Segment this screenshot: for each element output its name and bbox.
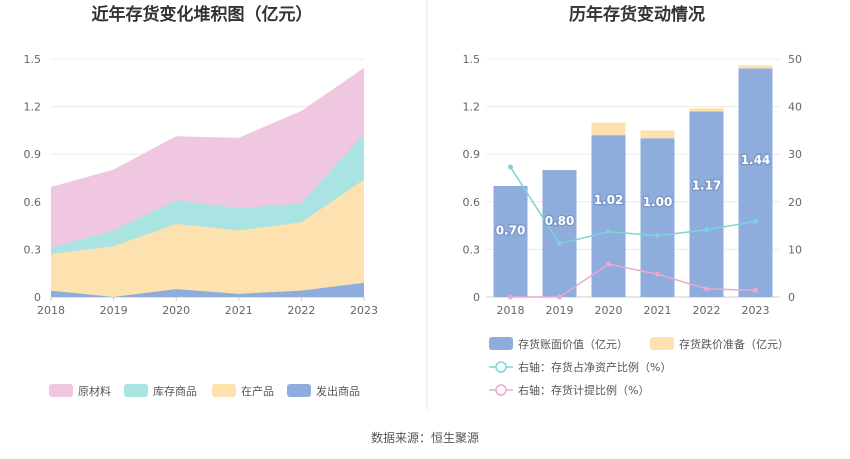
- right-x-tick-label: 2019: [546, 304, 574, 317]
- left-y-tick-label: 0.3: [24, 243, 42, 256]
- left-y-tick-label: 1.5: [24, 53, 42, 66]
- line-point: [753, 287, 758, 293]
- left-chart-title: 近年存货变化堆积图（亿元）: [92, 4, 313, 25]
- left-legend-swatch: [124, 384, 148, 397]
- left-y-tick-label: 1.2: [24, 101, 42, 114]
- left-x-tick-label: 2019: [100, 304, 128, 317]
- right-y-tick-label: 0.6: [463, 196, 481, 209]
- left-stacked-area-chart: 0 0.3 0.6 0.9 1.2 1.5 2018 2019 2020 2021 2022 2023…: [24, 53, 379, 398]
- bar-book-value: [493, 185, 528, 297]
- bar-impairment-reserve: [689, 108, 724, 112]
- bar-book-value: [591, 135, 626, 297]
- bar-book-value: [542, 170, 577, 297]
- line-point: [606, 261, 611, 267]
- area-series-在产品: [51, 179, 364, 297]
- line-point: [655, 271, 660, 277]
- line-point: [704, 227, 709, 233]
- bar-impairment-reserve: [738, 65, 773, 69]
- line-point: [508, 164, 513, 170]
- left-x-tick-label: 2021: [225, 304, 253, 317]
- left-legend-label: 原材料: [78, 384, 111, 398]
- line-series-右轴：存货占净资产比例（%）: [509, 166, 756, 245]
- line-point: [557, 241, 562, 247]
- left-y-tick-label: 0.6: [24, 196, 42, 209]
- left-x-tick-label: 2023: [350, 304, 378, 317]
- left-legend-label: 发出商品: [316, 384, 360, 398]
- left-legend-swatch: [287, 384, 311, 397]
- right-legend-label: 右轴：存货计提比例（%）: [518, 383, 649, 397]
- right-legend-swatch: [489, 337, 513, 350]
- right-legend-label: 存货跌价准备（亿元）: [679, 337, 789, 351]
- bar-impairment-reserve: [640, 130, 675, 139]
- left-legend-label: 在产品: [241, 384, 274, 398]
- line-series-右轴：存货计提比例（%）: [510, 263, 756, 298]
- right-x-tick-label: 2023: [742, 304, 770, 317]
- line-point: [655, 233, 660, 239]
- bar-data-label: 1.02: [594, 193, 624, 207]
- right-legend-marker: [495, 361, 507, 373]
- left-x-tick-label: 2020: [162, 304, 190, 317]
- right-y2-tick-label: 30: [788, 148, 802, 161]
- right-y-tick-label: 1.2: [463, 101, 481, 114]
- area-series-edge: [50, 68, 365, 189]
- right-x-tick-label: 2020: [595, 304, 623, 317]
- right-legend-swatch: [650, 337, 674, 350]
- right-y2-tick-label: 50: [788, 53, 802, 66]
- line-point: [557, 294, 562, 300]
- line-point: [606, 229, 611, 235]
- right-x-tick-label: 2021: [644, 304, 672, 317]
- right-x-tick-label: 2018: [497, 304, 525, 317]
- right-x-tick-label: 2022: [693, 304, 721, 317]
- left-x-tick-label: 2018: [37, 304, 65, 317]
- bar-book-value: [640, 138, 675, 297]
- area-series-原材料: [51, 68, 364, 248]
- left-legend-swatch: [212, 384, 236, 397]
- left-y-tick-label: 0: [34, 291, 41, 304]
- line-point: [753, 218, 758, 224]
- right-bar-line-chart: 0 0 0.3 10 0.6 20 0.9 30 1.2 40 1.5 50 0.70 0.80 1.02 1…: [463, 53, 803, 397]
- right-y-tick-label: 0: [473, 291, 480, 304]
- right-legend-label: 右轴：存货占净资产比例（%）: [518, 360, 671, 374]
- right-legend-marker: [495, 384, 507, 396]
- right-y2-tick-label: 0: [788, 291, 795, 304]
- right-y-tick-label: 1.5: [463, 53, 481, 66]
- bar-data-label: 1.00: [643, 195, 673, 209]
- bar-book-value: [738, 68, 773, 298]
- right-chart-title: 历年存货变动情况: [569, 4, 705, 25]
- bar-data-label: 0.80: [545, 214, 575, 228]
- area-series-库存商品: [51, 133, 364, 255]
- right-y2-tick-label: 10: [788, 243, 802, 256]
- line-point: [508, 294, 513, 300]
- right-y-tick-label: 0.3: [463, 243, 481, 256]
- data-source-label: 数据来源：恒生聚源: [370, 431, 479, 445]
- right-y2-tick-label: 20: [788, 196, 802, 209]
- left-legend-swatch: [49, 384, 73, 397]
- right-legend-label: 存货账面价值（亿元）: [518, 337, 628, 351]
- right-y2-tick-label: 40: [788, 101, 802, 114]
- right-y-tick-label: 0.9: [463, 148, 481, 161]
- bar-data-label: 0.70: [496, 223, 526, 237]
- area-series-发出商品: [51, 282, 364, 297]
- bar-impairment-reserve: [591, 122, 626, 136]
- left-x-tick-label: 2022: [287, 304, 315, 317]
- left-legend-label: 库存商品: [153, 384, 197, 398]
- line-point: [704, 286, 709, 292]
- bar-data-label: 1.44: [741, 153, 771, 167]
- bar-data-label: 1.17: [692, 179, 722, 193]
- bar-book-value: [689, 111, 724, 297]
- left-y-tick-label: 0.9: [24, 148, 42, 161]
